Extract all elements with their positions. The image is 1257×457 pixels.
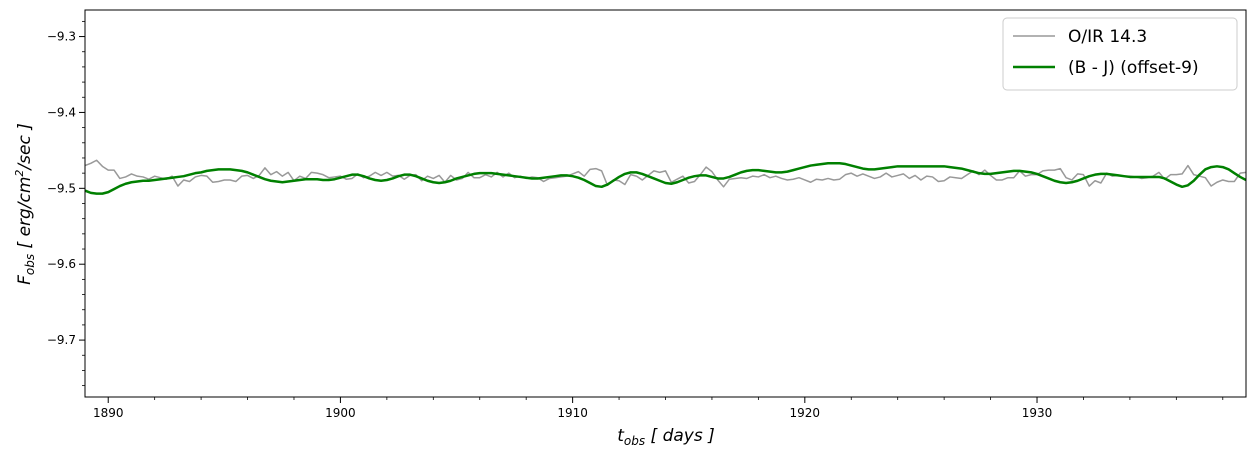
y-tick-label: −9.6 (47, 257, 76, 271)
x-tick-label: 1890 (93, 406, 124, 420)
x-axis-title: tobs [ days ] (617, 426, 715, 448)
plot-frame (84, 9, 1247, 398)
y-tick-label: −9.3 (47, 30, 76, 44)
legend-label-bj: (B - J) (offset-9) (1068, 58, 1199, 78)
x-tick-label: 1900 (325, 406, 356, 420)
legend: O/IR 14.3 (B - J) (offset-9) (1002, 17, 1238, 91)
x-tick-label: 1920 (790, 406, 821, 420)
series-group (85, 159, 1246, 195)
y-tick-labels: −9.3 −9.4 −9.5 −9.6 −9.7 (47, 30, 76, 348)
series-line-1 (85, 162, 1246, 195)
y-tick-label: −9.7 (47, 333, 76, 347)
x-tick-labels: 1890 1900 1910 1920 1930 (93, 406, 1052, 420)
x-tick-label: 1930 (1022, 406, 1053, 420)
series-line-0 (85, 159, 1246, 188)
legend-label-oir: O/IR 14.3 (1068, 27, 1147, 47)
y-axis-title: Fobs [ erg/cm2/sec ] (13, 123, 37, 285)
legend-box (1002, 17, 1238, 91)
x-tick-label: 1910 (557, 406, 588, 420)
y-tick-label: −9.4 (47, 105, 76, 119)
y-tick-label: −9.5 (47, 181, 76, 195)
